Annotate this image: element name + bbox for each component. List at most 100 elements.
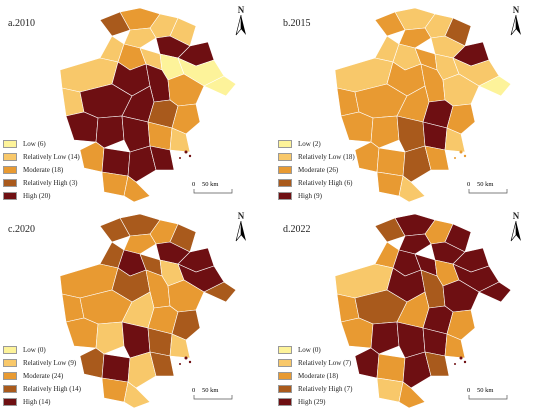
legend-swatch	[3, 178, 17, 187]
legend-label: Relatively Low (18)	[298, 152, 355, 161]
region	[79, 347, 105, 379]
scale-bar: 0 50 km	[192, 179, 242, 199]
legend-swatch	[3, 371, 17, 380]
scale-zero: 0	[192, 181, 195, 188]
legend-item-relatively-high: Relatively High (7)	[278, 382, 352, 395]
region	[446, 103, 476, 135]
region	[123, 175, 151, 203]
legend-item-moderate: Moderate (24)	[3, 369, 81, 382]
scale-bar-graphic: 0 50 km	[467, 387, 508, 400]
islands	[454, 356, 467, 365]
panel-title: a.2010	[8, 18, 35, 29]
legend-label: High (20)	[23, 191, 51, 200]
region	[101, 377, 129, 403]
region	[121, 321, 151, 359]
legend-item-moderate: Moderate (18)	[3, 163, 80, 176]
region	[79, 141, 105, 173]
region	[127, 351, 157, 389]
legend: Low (0) Relatively Low (9) Moderate (24)…	[3, 343, 81, 408]
north-arrow: N	[233, 212, 249, 248]
region	[101, 147, 131, 177]
north-arrow: N	[508, 6, 524, 42]
scale-length: 50 km	[202, 181, 218, 188]
legend-item-relatively-low: Relatively Low (7)	[278, 356, 352, 369]
region	[203, 281, 237, 303]
region	[444, 127, 466, 153]
region	[478, 75, 512, 97]
region	[171, 103, 201, 135]
region	[398, 27, 432, 49]
region	[402, 351, 432, 389]
scale-zero: 0	[467, 387, 470, 394]
region	[169, 333, 191, 359]
legend-label: Relatively High (14)	[23, 384, 81, 393]
legend-swatch	[278, 178, 292, 187]
legend-item-relatively-low: Relatively Low (14)	[3, 150, 80, 163]
legend-label: High (29)	[298, 397, 326, 406]
legend-item-relatively-high: Relatively High (14)	[3, 382, 81, 395]
panel-title: d.2022	[283, 224, 311, 235]
scale-bar: 0 50 km	[192, 385, 242, 405]
region	[354, 347, 380, 379]
map-panel-2015: b.2015 N Low (2) Relatively Low (18) Mod…	[275, 0, 550, 205]
region	[370, 115, 400, 149]
map-panel-2022: d.2022 N Low (0) Relatively Low (7) Mode…	[275, 206, 550, 411]
region	[396, 115, 426, 153]
legend-swatch	[3, 384, 17, 393]
north-label: N	[237, 5, 245, 15]
region	[444, 333, 466, 359]
region	[203, 75, 237, 97]
north-label: N	[512, 5, 520, 15]
region	[169, 127, 191, 153]
scale-bar-graphic: 0 50 km	[467, 181, 508, 194]
region	[398, 381, 426, 409]
north-arrow-icon	[235, 14, 246, 36]
north-arrow: N	[233, 6, 249, 42]
region	[370, 321, 400, 355]
legend-label: Moderate (18)	[298, 371, 339, 380]
legend: Low (0) Relatively Low (7) Moderate (18)…	[278, 343, 352, 408]
legend-item-relatively-high: Relatively High (3)	[3, 176, 80, 189]
legend-label: Low (0)	[298, 345, 321, 354]
legend-label: Relatively Low (9)	[23, 358, 77, 367]
legend-swatch	[278, 358, 292, 367]
legend-item-moderate: Moderate (26)	[278, 163, 355, 176]
panel-title: b.2015	[283, 18, 311, 29]
legend-label: High (14)	[23, 397, 51, 406]
region	[127, 145, 157, 183]
legend-swatch	[278, 397, 292, 406]
legend-item-high: High (29)	[278, 395, 352, 408]
scale-zero: 0	[467, 181, 470, 188]
north-arrow-icon	[510, 14, 521, 36]
region	[376, 353, 406, 383]
legend-swatch	[3, 165, 17, 174]
region	[123, 381, 151, 409]
region	[398, 175, 426, 203]
region	[398, 233, 432, 255]
legend-swatch	[3, 345, 17, 354]
legend-swatch	[3, 191, 17, 200]
legend: Low (2) Relatively Low (18) Moderate (26…	[278, 137, 355, 202]
region	[101, 171, 129, 197]
islands	[179, 150, 192, 159]
legend-swatch	[3, 358, 17, 367]
legend-swatch	[278, 371, 292, 380]
region	[123, 233, 157, 255]
choropleth-map-2015	[334, 7, 512, 203]
region	[402, 145, 432, 183]
region	[123, 27, 157, 49]
scale-length: 50 km	[477, 181, 493, 188]
region	[149, 145, 175, 171]
north-label: N	[237, 211, 245, 221]
region	[95, 321, 125, 355]
region	[95, 115, 125, 149]
legend-swatch	[278, 191, 292, 200]
legend-item-low: Low (6)	[3, 137, 80, 150]
legend-swatch	[278, 139, 292, 148]
region	[354, 141, 380, 173]
region	[171, 309, 201, 341]
legend-label: Moderate (18)	[23, 165, 64, 174]
legend-label: Relatively Low (14)	[23, 152, 80, 161]
scale-bar: 0 50 km	[467, 385, 517, 405]
islands	[454, 150, 467, 159]
